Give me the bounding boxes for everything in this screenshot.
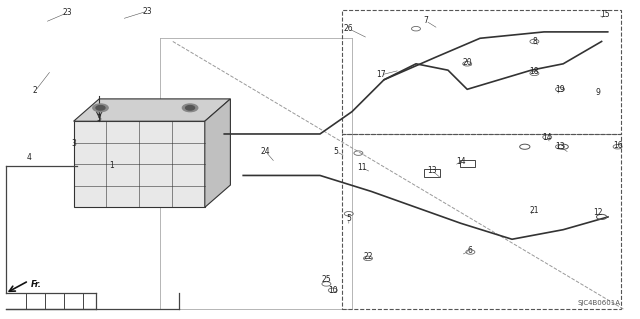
Text: 19: 19: [555, 85, 565, 94]
Polygon shape: [74, 121, 205, 207]
Text: 21: 21: [530, 206, 539, 215]
Bar: [342, 10, 621, 134]
Bar: [424, 169, 440, 177]
Circle shape: [96, 106, 105, 110]
Text: 23: 23: [142, 7, 152, 16]
Text: 26: 26: [344, 24, 354, 33]
Text: 14: 14: [542, 133, 552, 142]
Text: SJC4B0601A: SJC4B0601A: [578, 300, 621, 306]
Text: 2: 2: [33, 86, 38, 95]
Text: 11: 11: [357, 163, 366, 172]
Text: 6: 6: [468, 246, 473, 255]
Polygon shape: [205, 99, 230, 207]
Text: 25: 25: [321, 275, 332, 284]
Circle shape: [182, 104, 198, 112]
Text: 7: 7: [423, 16, 428, 25]
Text: 15: 15: [600, 10, 610, 19]
Text: 5: 5: [346, 214, 351, 223]
Bar: [460, 160, 475, 167]
Text: 9: 9: [596, 88, 601, 97]
Bar: [342, 134, 621, 309]
Circle shape: [186, 106, 195, 110]
Text: 16: 16: [612, 141, 623, 150]
Text: 5: 5: [333, 147, 339, 156]
Polygon shape: [74, 99, 230, 121]
Text: 13: 13: [555, 142, 565, 151]
Text: 4: 4: [26, 153, 31, 162]
Text: 3: 3: [71, 139, 76, 148]
Text: 8: 8: [532, 37, 537, 46]
Text: 12: 12: [594, 208, 603, 217]
Text: 24: 24: [260, 147, 271, 156]
Text: 1: 1: [109, 161, 115, 170]
Text: 23: 23: [62, 8, 72, 17]
Text: 10: 10: [328, 286, 338, 295]
Text: 20: 20: [462, 58, 472, 67]
Text: 3: 3: [97, 114, 102, 122]
Text: 22: 22: [364, 252, 372, 261]
Text: 17: 17: [376, 70, 386, 79]
Text: 13: 13: [427, 166, 437, 175]
Text: Fr.: Fr.: [31, 280, 42, 289]
Text: 14: 14: [456, 157, 466, 166]
Circle shape: [93, 104, 108, 112]
Text: 18: 18: [530, 67, 539, 76]
